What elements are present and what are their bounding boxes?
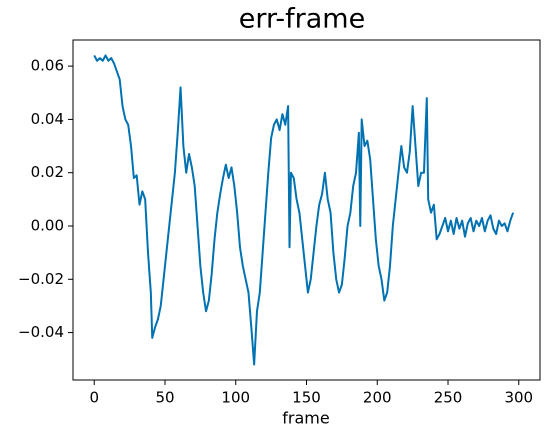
data-line xyxy=(93,54,515,366)
x-tick-label: 50 xyxy=(155,389,174,407)
x-tick-label: 100 xyxy=(221,389,250,407)
y-tick-label: 0.06 xyxy=(31,57,64,75)
plot-frame xyxy=(72,39,541,381)
x-tick-label: 200 xyxy=(363,389,392,407)
x-tick-label: 150 xyxy=(292,389,321,407)
y-tick-label: 0.04 xyxy=(31,110,64,128)
x-tick-label: 250 xyxy=(434,389,463,407)
y-tick-label: −0.02 xyxy=(18,270,64,288)
x-axis-label: frame xyxy=(282,409,329,428)
x-tick-label: 300 xyxy=(504,389,533,407)
y-tick-label: −0.04 xyxy=(18,323,64,341)
y-tick-label: 0.02 xyxy=(31,163,64,181)
y-tick-label: 0.00 xyxy=(31,216,64,234)
chart-title: err-frame xyxy=(239,4,365,35)
x-tick-label: 0 xyxy=(89,389,99,407)
